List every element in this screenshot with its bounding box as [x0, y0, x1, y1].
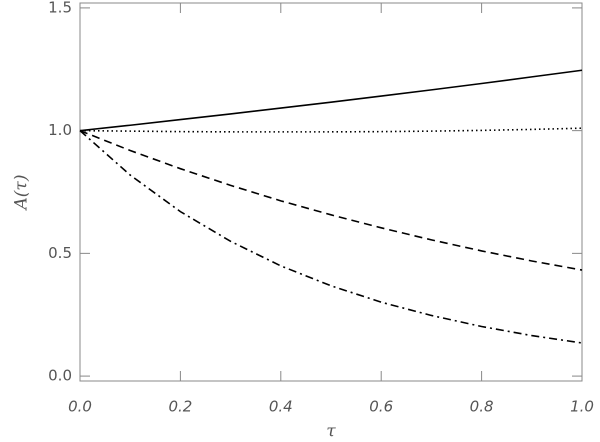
data-line — [79, 69, 583, 132]
y-axis-label: A(τ) — [12, 175, 32, 212]
data-line — [79, 127, 583, 133]
x-tick-label: 1.0 — [570, 398, 594, 416]
data-line — [79, 129, 583, 271]
x-axis-label: τ — [326, 422, 336, 442]
plot-frame — [79, 2, 583, 382]
y-tick-label: 1.5 — [48, 0, 72, 16]
x-tick-label: 0.2 — [168, 398, 192, 416]
x-tick-label: 0.6 — [369, 398, 393, 416]
x-tick-label: 0.8 — [470, 398, 494, 416]
x-tick-label: 0.4 — [269, 398, 293, 416]
y-tick-label: 0.5 — [48, 244, 72, 262]
y-tick-label: 1.0 — [48, 121, 72, 139]
x-tick-label: 0.0 — [68, 398, 92, 416]
data-line — [79, 130, 583, 344]
y-tick-label: 0.0 — [48, 367, 72, 385]
